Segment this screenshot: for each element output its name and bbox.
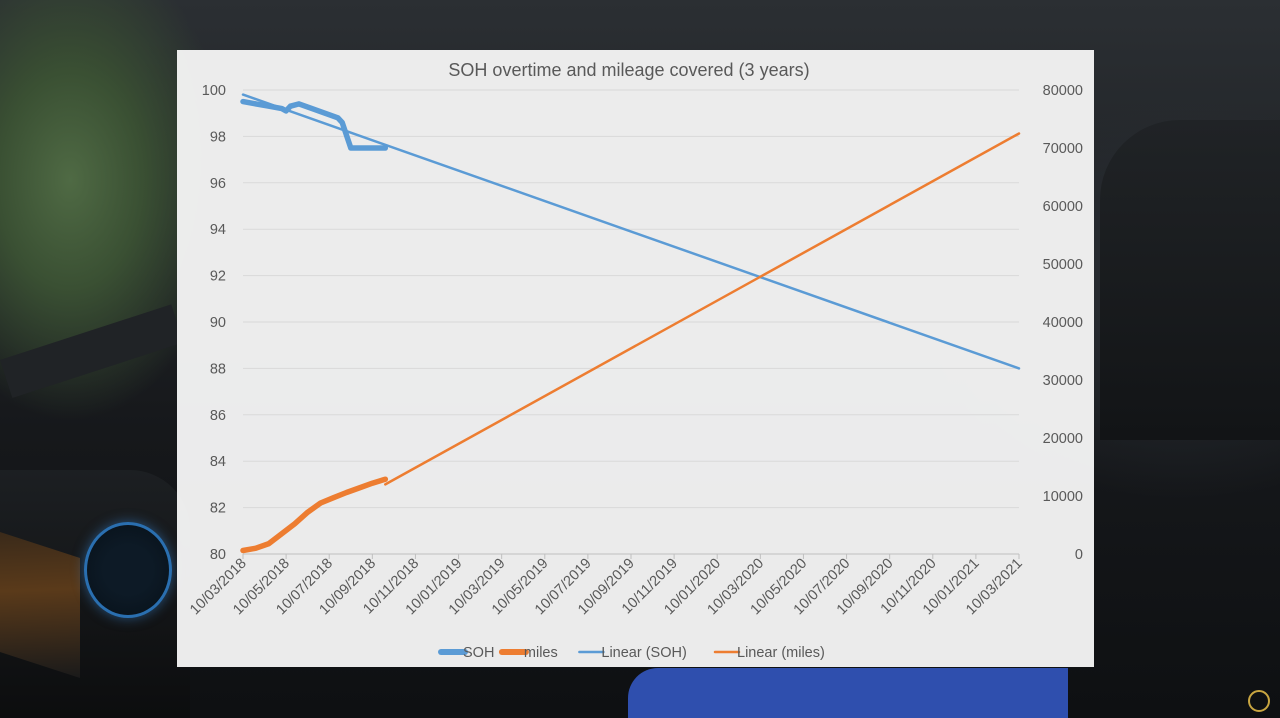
left-axis-tick-label: 96 — [210, 176, 226, 192]
left-axis-tick-label: 84 — [210, 454, 226, 470]
right-axis-tick-label: 10000 — [1043, 489, 1083, 505]
right-axis-tick-label: 70000 — [1043, 141, 1083, 157]
right-axis-tick-label: 20000 — [1043, 431, 1083, 447]
legend-label: Linear (SOH) — [601, 645, 686, 661]
right-axis-tick-label: 50000 — [1043, 257, 1083, 273]
circle-logo-icon — [1248, 690, 1270, 712]
series-line-linear-miles — [384, 132, 1021, 486]
series-line-linear-soh — [241, 93, 1021, 370]
left-axis-tick-label: 80 — [210, 547, 226, 563]
left-axis-tick-label: 100 — [202, 83, 226, 99]
car-seat — [1100, 120, 1280, 440]
driver-sleeve — [628, 668, 1068, 718]
speedometer-gauge — [84, 522, 172, 618]
left-axis-ticks: 80 82 84 86 88 90 92 94 96 98 100 — [202, 83, 226, 563]
legend-label: Linear (miles) — [737, 645, 825, 661]
right-axis-tick-label: 80000 — [1043, 83, 1083, 99]
legend-label: miles — [524, 645, 558, 661]
left-axis-tick-label: 98 — [210, 129, 226, 145]
series-lines — [240, 93, 1021, 554]
legend: SOH miles Linear (SOH) Linear (miles) — [438, 645, 825, 661]
chart-svg: SOH overtime and mileage covered (3 year… — [187, 60, 1083, 661]
series-line-miles — [240, 476, 389, 554]
left-axis-tick-label: 92 — [210, 269, 226, 285]
right-axis-tick-label: 0 — [1075, 547, 1083, 563]
series-line-soh — [240, 98, 389, 151]
car-infotainment-screen — [0, 532, 80, 678]
right-axis-tick-label: 60000 — [1043, 199, 1083, 215]
chart-title: SOH overtime and mileage covered (3 year… — [448, 60, 809, 80]
chart-panel: SOH overtime and mileage covered (3 year… — [177, 50, 1094, 667]
left-axis-tick-label: 94 — [210, 222, 226, 238]
gridlines — [243, 89, 1019, 555]
right-axis-ticks: 0 10000 20000 30000 40000 50000 60000 70000 8000… — [1043, 83, 1083, 563]
right-axis-tick-label: 40000 — [1043, 315, 1083, 331]
left-axis-tick-label: 86 — [210, 408, 226, 424]
x-axis-ticks: 10/03/201810/05/201810/07/201810/09/2018… — [187, 554, 1026, 618]
right-axis-tick-label: 30000 — [1043, 373, 1083, 389]
left-axis-tick-label: 88 — [210, 361, 226, 377]
left-axis-tick-label: 82 — [210, 501, 226, 517]
legend-label: SOH — [463, 645, 494, 661]
left-axis-tick-label: 90 — [210, 315, 226, 331]
